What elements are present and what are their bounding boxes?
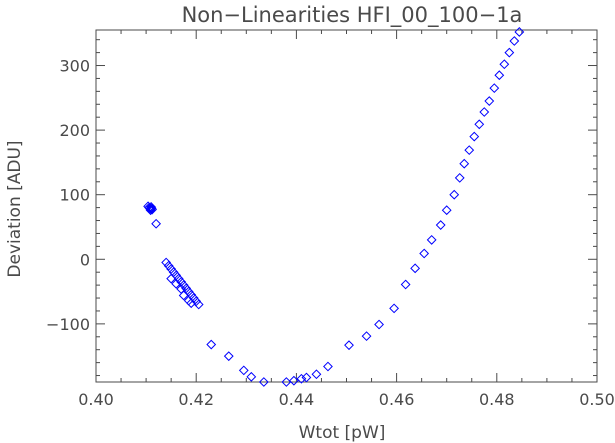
y-tick-label: −100: [46, 315, 90, 334]
data-point: [489, 83, 500, 94]
data-point: [146, 202, 157, 212]
data-point: [323, 361, 333, 372]
data-point: [163, 260, 174, 271]
data-point: [344, 340, 354, 351]
x-tick-label: 0.44: [279, 390, 315, 409]
y-axis-title: Deviation [ADU]: [5, 140, 25, 277]
data-point: [435, 220, 446, 230]
data-point: [389, 303, 400, 314]
data-point: [449, 189, 460, 200]
data-point: [469, 131, 480, 142]
data-point: [238, 365, 249, 376]
data-point: [151, 218, 162, 229]
data-point: [361, 331, 372, 342]
y-tick-label: 300: [59, 57, 90, 76]
axes: 0.40 0.42 0.44 0.46 0.48 0.50 −100 0 100 200 300: [46, 29, 615, 409]
y-tick-label: 100: [59, 186, 90, 205]
data-point: [288, 375, 299, 386]
x-tick-label: 0.46: [379, 390, 415, 409]
data-points: [143, 27, 525, 387]
data-point: [499, 59, 510, 70]
data-point: [258, 377, 269, 387]
x-tick-label: 0.40: [78, 390, 114, 409]
data-point: [166, 273, 177, 284]
x-axis-title: Wtot [pW]: [299, 423, 386, 443]
data-point: [374, 319, 384, 330]
data-point: [410, 263, 421, 274]
y-tick-label: 0: [80, 250, 90, 269]
data-point: [223, 351, 234, 362]
data-point: [400, 279, 411, 290]
data-point: [191, 296, 202, 307]
data-point: [311, 369, 322, 380]
data-point: [146, 203, 157, 214]
data-point: [459, 158, 470, 169]
data-point: [301, 372, 312, 383]
data-point: [166, 264, 177, 274]
data-point: [176, 276, 187, 287]
data-point: [178, 290, 189, 301]
data-point: [474, 119, 485, 130]
data-point: [494, 70, 505, 81]
data-point: [454, 172, 465, 183]
data-point: [426, 235, 437, 245]
data-point: [464, 145, 475, 156]
data-point: [479, 107, 490, 117]
x-tick-label: 0.42: [178, 390, 214, 409]
data-point: [161, 257, 172, 268]
data-point: [173, 273, 184, 284]
data-point: [296, 373, 307, 384]
y-tick-label: 200: [59, 121, 90, 140]
x-tick-label: 0.48: [479, 390, 515, 409]
data-point: [441, 205, 452, 216]
data-point: [147, 204, 158, 215]
data-point: [171, 278, 182, 289]
data-point: [188, 293, 199, 303]
data-point: [514, 27, 525, 37]
plot-frame: [95, 29, 598, 383]
data-point: [509, 36, 520, 46]
x-tick-label: 0.50: [579, 390, 615, 409]
data-point: [246, 371, 257, 382]
data-point: [186, 298, 197, 309]
data-point: [484, 96, 495, 106]
data-point: [419, 248, 430, 259]
chart-title: Non−Linearities HFI_00_100−1a: [182, 3, 523, 28]
data-point: [206, 339, 217, 350]
data-point: [504, 47, 515, 58]
